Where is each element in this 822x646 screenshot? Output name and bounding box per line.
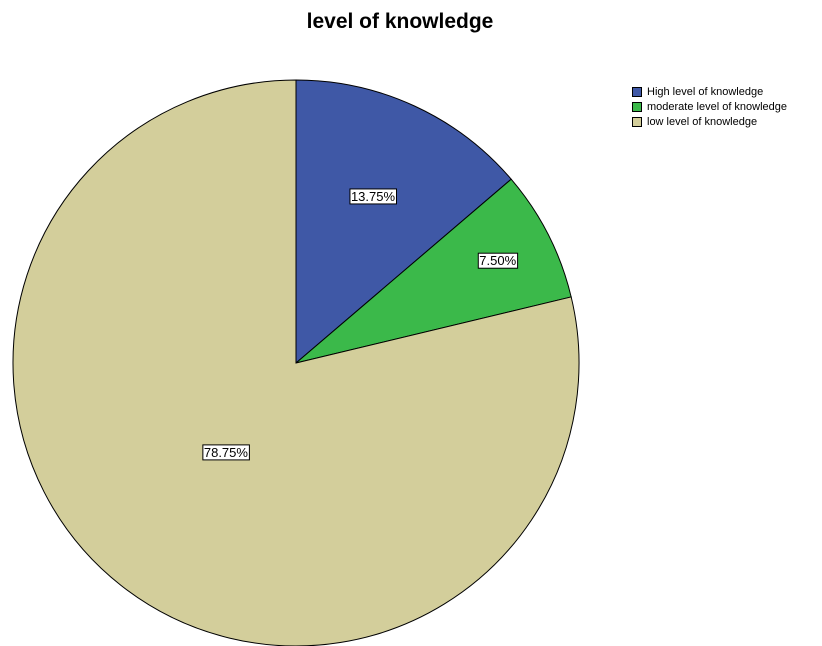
slice-label-2: 78.75% xyxy=(202,444,250,461)
legend: High level of knowledge moderate level of… xyxy=(632,84,787,129)
pie-slice-1 xyxy=(295,178,572,364)
legend-item-1: moderate level of knowledge xyxy=(632,99,787,114)
slice-value-label: 78.75% xyxy=(204,445,249,460)
legend-swatch xyxy=(632,116,642,127)
slice-value-label: 7.50% xyxy=(479,253,516,268)
legend-label: moderate level of knowledge xyxy=(647,100,788,113)
legend-swatch xyxy=(632,86,642,97)
chart-title: level of knowledge xyxy=(306,10,494,33)
legend-label: low level of knowledge xyxy=(647,115,758,128)
slice-value-label: 13.75% xyxy=(351,189,396,204)
legend-item-0: High level of knowledge xyxy=(632,84,787,99)
legend-item-2: low level of knowledge xyxy=(632,114,787,129)
slice-label-1: 7.50% xyxy=(477,252,519,269)
legend-swatch xyxy=(632,101,642,112)
pie-slice-0 xyxy=(295,79,512,365)
legend-label: High level of knowledge xyxy=(647,85,764,98)
pie-slice-2 xyxy=(12,79,580,646)
slice-label-0: 13.75% xyxy=(349,188,397,205)
